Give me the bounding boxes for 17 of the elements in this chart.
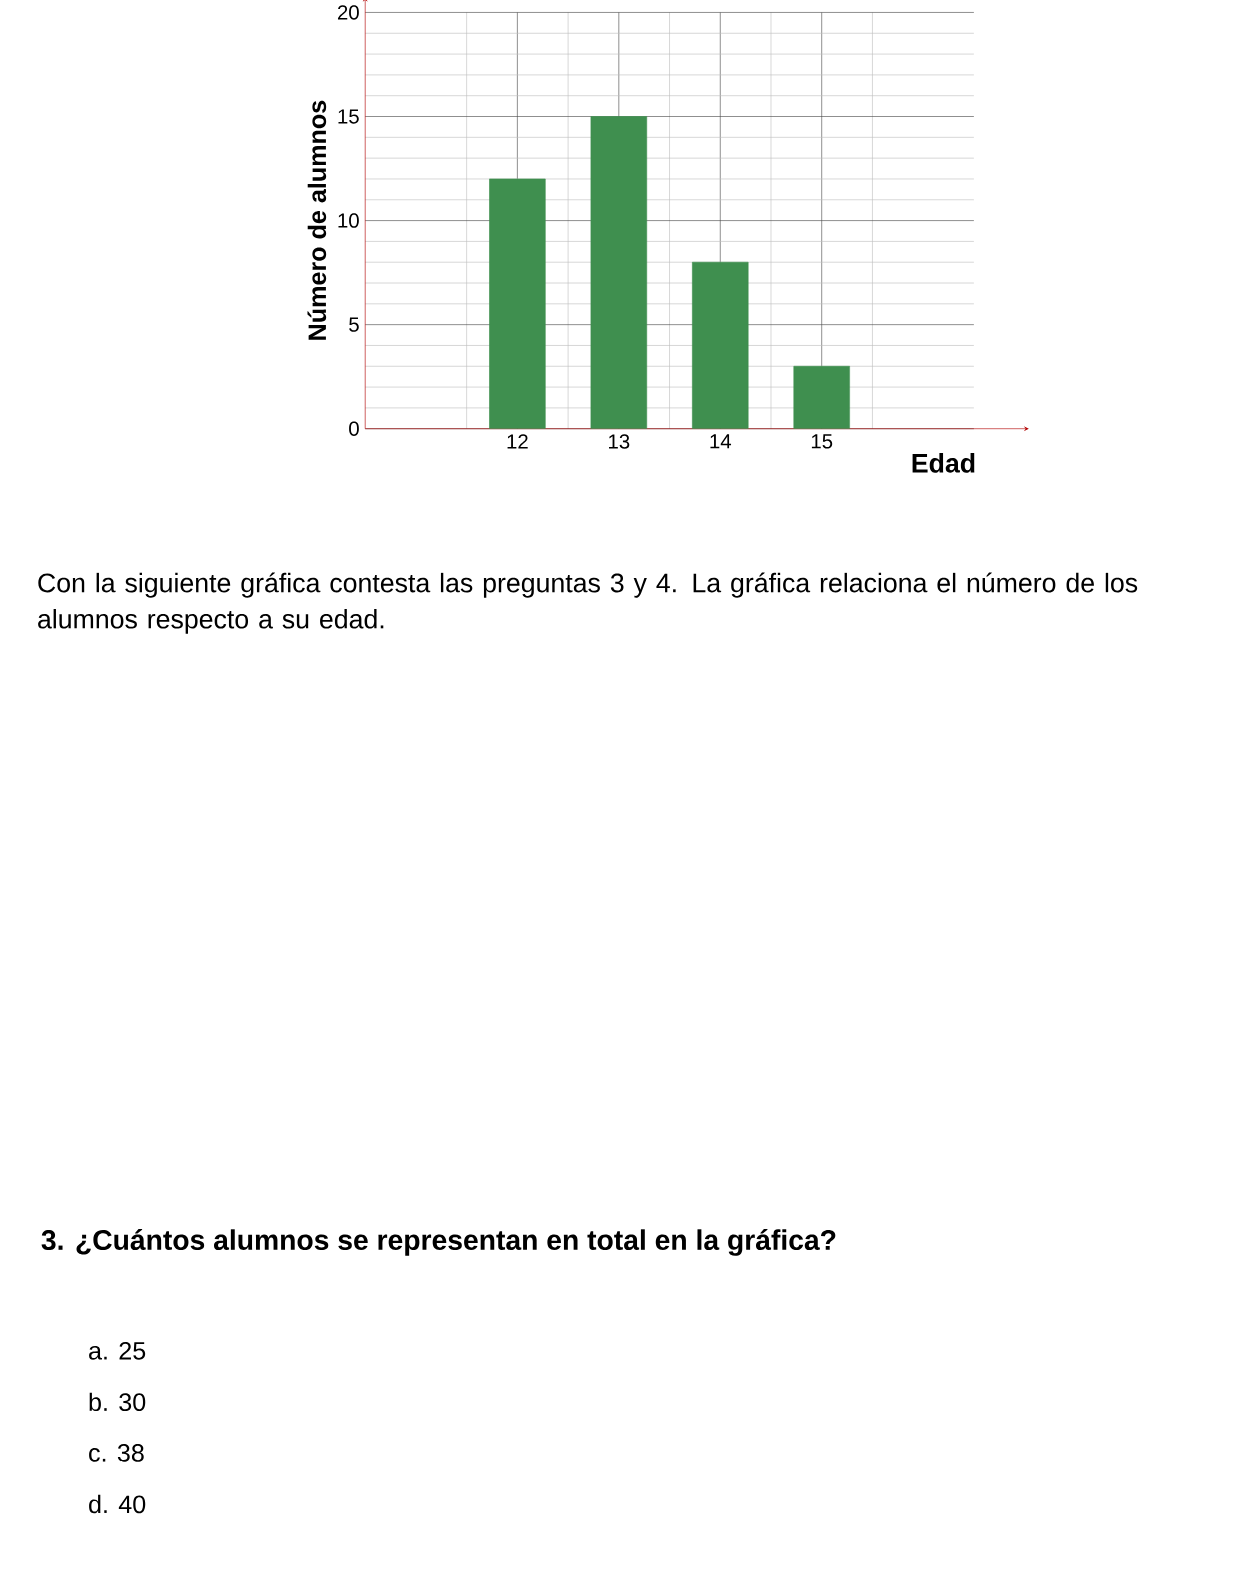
y-tick-label: 10	[338, 213, 359, 228]
text: b. 30	[89, 1392, 146, 1412]
text: c. 38	[88, 1444, 144, 1462]
text: 3. ¿Cuántos alumnos se representan en total en la gráfica?	[41, 1229, 836, 1256]
y-tick-label: 0	[348, 421, 359, 436]
y-axis-title: Número de alumnos	[307, 100, 327, 340]
x-tick-label: 12	[507, 434, 528, 449]
text: a. 25	[88, 1341, 146, 1360]
y-tick-label: 5	[349, 317, 359, 332]
text: Con la siguiente gráfica contesta las preguntas 3 y 4. La gráfica relaciona el número de los alumnos respecto a su edad.	[38, 572, 1138, 634]
x-axis-title: Edad	[912, 453, 975, 473]
x-tick-label: 14	[710, 434, 731, 449]
y-tick-label: 20	[337, 5, 359, 20]
x-tick-label: 15	[811, 434, 833, 449]
text: d. 40	[88, 1494, 146, 1514]
y-tick-label: 15	[338, 109, 359, 124]
x-tick-label: 13	[608, 434, 630, 449]
